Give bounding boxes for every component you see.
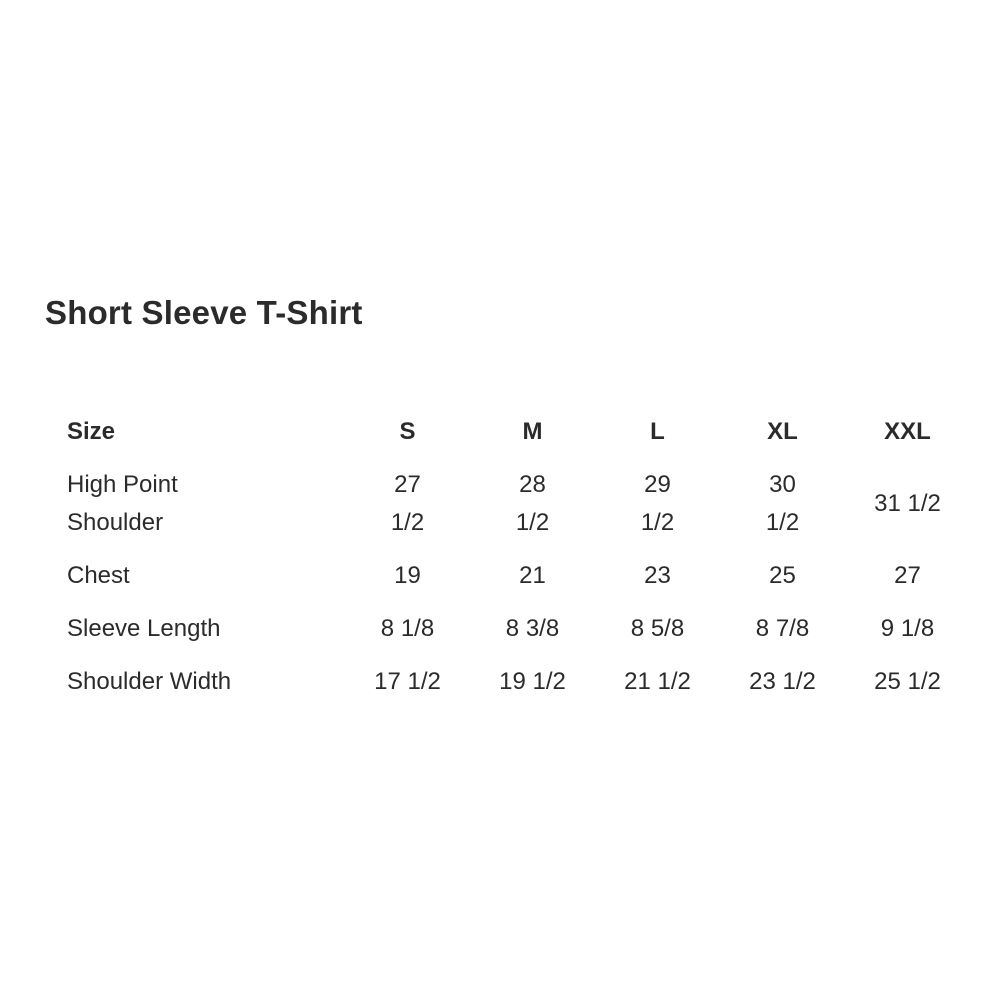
size-chart-row: High Point Shoulder 27 1/2 28 1/2 29 1/2 30 … <box>67 458 970 549</box>
measurement-value: 27 1/2 <box>390 470 425 536</box>
size-chart-header-row: Size S M L XL XXL <box>67 405 970 458</box>
measurement-value: 8 7/8 <box>755 614 810 642</box>
size-chart-row: Chest 19 21 23 25 27 <box>67 549 970 602</box>
size-chart-row: Sleeve Length 8 1/8 8 3/8 8 5/8 8 7/8 9 1/8 <box>67 602 970 655</box>
size-chart-header-cell-xl: XL <box>767 417 798 445</box>
measurement-value: 27 <box>894 561 921 589</box>
measurement-value: 17 1/2 <box>374 667 441 695</box>
size-chart-header-cell-l: L <box>650 417 665 445</box>
measurement-value: 30 1/2 <box>765 470 800 536</box>
measurement-label: Chest <box>67 561 130 589</box>
measurement-value: 21 1/2 <box>624 667 691 695</box>
product-title: Short Sleeve T-Shirt <box>45 294 363 331</box>
measurement-label: Sleeve Length <box>67 614 221 642</box>
measurement-value: 9 1/8 <box>880 614 935 642</box>
measurement-label: High Point Shoulder <box>67 470 178 536</box>
measurement-value: 8 1/8 <box>380 614 435 642</box>
measurement-value: 23 <box>644 561 671 589</box>
size-chart-header-cell-m: M <box>522 417 543 445</box>
measurement-label: Shoulder Width <box>67 667 232 695</box>
measurement-value: 23 1/2 <box>749 667 816 695</box>
measurement-value: 25 <box>769 561 796 589</box>
measurement-value: 28 1/2 <box>515 470 550 536</box>
measurement-value: 19 <box>394 561 421 589</box>
measurement-value: 8 3/8 <box>505 614 560 642</box>
size-chart-header-cell-xxl: XXL <box>884 417 931 445</box>
size-chart-row: Shoulder Width 17 1/2 19 1/2 21 1/2 23 1/2 25… <box>67 655 970 708</box>
measurement-value: 8 5/8 <box>630 614 685 642</box>
measurement-value: 21 <box>519 561 546 589</box>
measurement-value: 25 1/2 <box>874 667 941 695</box>
size-chart-table: Size S M L XL XXL High Point Shoulder 27 1/2 28… <box>67 405 970 708</box>
measurement-value: 19 1/2 <box>499 667 566 695</box>
size-chart-header: Size S M L XL XXL <box>67 405 970 458</box>
size-chart-body: High Point Shoulder 27 1/2 28 1/2 29 1/2 30 … <box>67 458 970 708</box>
size-chart-header-cell-size: Size <box>67 417 116 445</box>
measurement-value: 29 1/2 <box>640 470 675 536</box>
measurement-value: 31 1/2 <box>874 489 941 517</box>
size-chart-header-cell-s: S <box>399 417 416 445</box>
